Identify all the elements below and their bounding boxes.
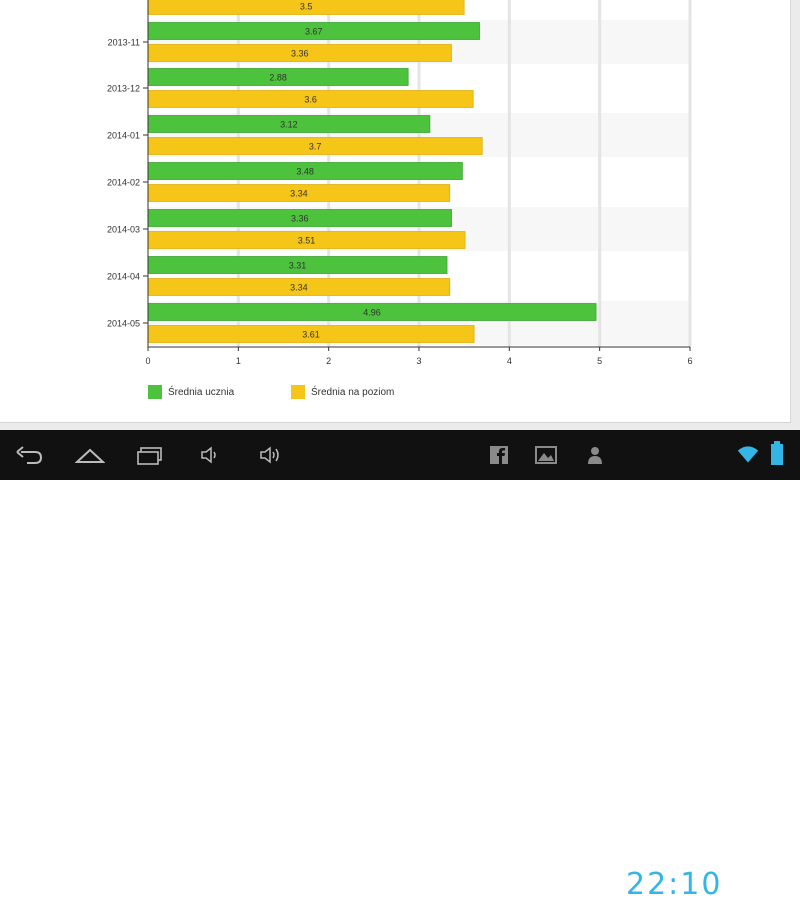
bar-value-label: 3.36 [291, 214, 309, 224]
bar-value-label: 3.7 [309, 142, 322, 152]
battery-status [766, 441, 788, 465]
wifi-status [737, 443, 759, 465]
volume-up-button[interactable] [254, 442, 286, 468]
legend-label-level: Średnia na poziom [311, 386, 395, 398]
x-tick-label: 3 [416, 356, 421, 366]
volume-down-icon [201, 446, 216, 464]
person-notification[interactable] [584, 444, 606, 466]
status-clock: 22:10 [626, 867, 723, 902]
bar-value-label: 3.34 [290, 189, 308, 199]
back-button[interactable] [14, 442, 46, 468]
system-navigation-bar: 22:10 [0, 430, 800, 902]
x-tick-label: 6 [687, 356, 692, 366]
home-icon [75, 448, 105, 463]
facebook-notification[interactable] [488, 444, 510, 466]
y-tick-label: 2014-02 [107, 178, 140, 188]
app-screen: 3.67 2.88 3.12 3.48 3.36 3.31 4.96 3.5 3.36 3.6 3.… [0, 0, 800, 430]
x-tick-label: 4 [507, 356, 512, 366]
legend-swatch-student [148, 385, 162, 399]
chart-card: 3.67 2.88 3.12 3.48 3.36 3.31 4.96 3.5 3.36 3.6 3.… [0, 0, 791, 423]
home-button[interactable] [74, 442, 106, 468]
bar-value-label: 3.6 [304, 95, 317, 105]
wifi-icon [737, 446, 759, 463]
y-tick-label: 2014-04 [107, 272, 140, 282]
y-tick-label: 2014-05 [107, 319, 140, 329]
volume-up-icon [260, 446, 279, 464]
y-tick-label: 2014-03 [107, 225, 140, 235]
bar-value-label: 3.5 [300, 2, 313, 12]
back-icon [16, 446, 43, 464]
recent-apps-icon [137, 447, 162, 465]
x-tick-label: 1 [236, 356, 241, 366]
person-icon [588, 447, 602, 464]
legend-label-student: Średnia ucznia [168, 386, 235, 398]
bar-value-label: 4.96 [363, 308, 381, 318]
bar-value-label: 3.61 [302, 330, 320, 340]
battery-icon [771, 441, 783, 465]
bar-value-label: 3.12 [280, 120, 298, 130]
bar-value-label: 3.34 [290, 283, 308, 293]
gallery-icon [535, 446, 557, 464]
y-tick-label: 2014-01 [107, 131, 140, 141]
legend-item-level: Średnia na poziom [291, 385, 394, 399]
recent-apps-button[interactable] [134, 442, 166, 468]
x-tick-label: 0 [145, 356, 150, 366]
x-tick-label: 2 [326, 356, 331, 366]
bar-value-label: 3.36 [291, 49, 309, 59]
legend-swatch-level [291, 385, 305, 399]
gallery-notification[interactable] [535, 444, 557, 466]
bar-value-label: 3.31 [289, 261, 307, 271]
bar-value-label: 3.51 [298, 236, 316, 246]
volume-down-button[interactable] [194, 442, 226, 468]
bar-chart: 3.67 2.88 3.12 3.48 3.36 3.31 4.96 3.5 3.36 3.6 3.… [107, 0, 693, 366]
bar-value-label: 3.67 [305, 27, 323, 37]
facebook-icon [490, 446, 508, 464]
y-tick-label: 2013-12 [107, 84, 140, 94]
bar-value-label: 2.88 [269, 73, 287, 83]
bar-value-label: 3.48 [296, 167, 314, 177]
x-tick-label: 5 [597, 356, 602, 366]
y-tick-label: 2013-11 [108, 38, 140, 48]
legend-item-student: Średnia ucznia [148, 385, 234, 399]
